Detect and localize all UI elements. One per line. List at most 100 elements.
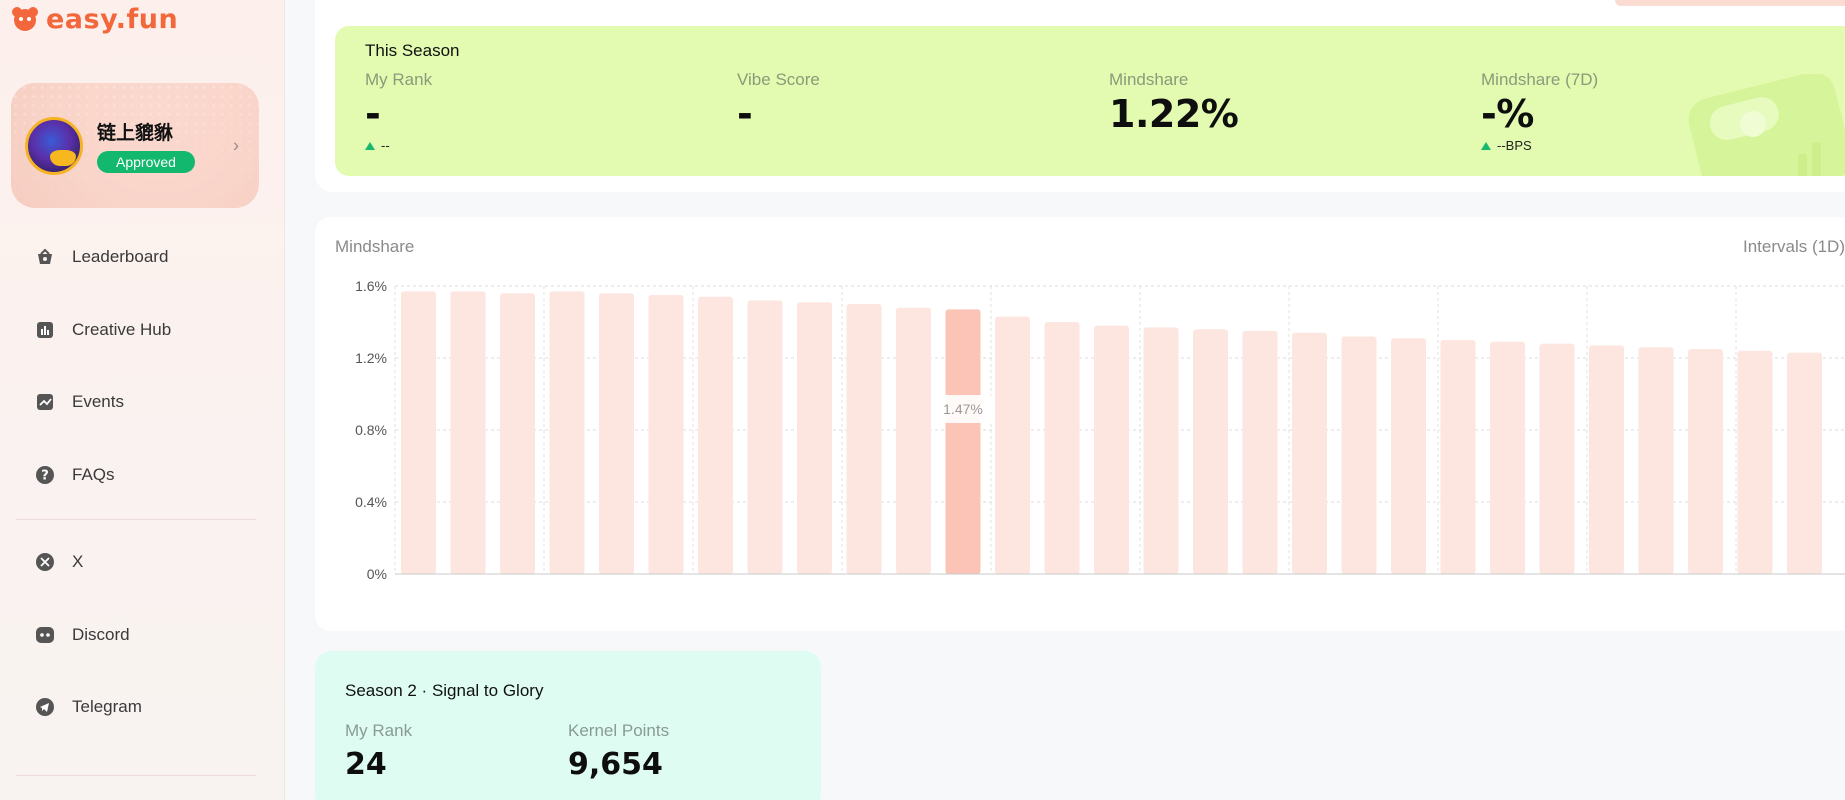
sidebar-item-telegram[interactable]: Telegram — [34, 692, 142, 722]
main-content: This Season My Rank - -- Vibe Score - Mi… — [285, 0, 1845, 800]
bar-chart-icon — [34, 319, 56, 341]
season-2-card: Season 2 · Signal to Glory My Rank 24 Ke… — [315, 651, 821, 800]
stat-delta: -- — [365, 138, 432, 153]
brand-name: easy.fun — [46, 3, 179, 35]
stat-value: 24 — [345, 747, 387, 782]
sidebar-item-label: Discord — [72, 625, 130, 644]
bar — [1193, 329, 1228, 574]
bar — [401, 291, 436, 574]
stat-value: - — [365, 92, 381, 136]
profile-name: 链上貔貅 — [97, 122, 174, 144]
y-tick-label: 0.4% — [355, 494, 387, 510]
sidebar-item-creative-hub[interactable]: Creative Hub — [34, 315, 171, 345]
wallet-graphic-icon — [1688, 74, 1845, 176]
basket-icon — [34, 246, 56, 268]
bar — [1688, 349, 1723, 574]
season-2-title: Season 2 · Signal to Glory — [345, 681, 544, 700]
bar — [549, 291, 585, 574]
stat-value: -% — [1481, 92, 1534, 136]
delta-value: --BPS — [1497, 138, 1532, 153]
sidebar-item-label: Creative Hub — [72, 320, 172, 339]
s2-stat-my-rank: My Rank 24 — [345, 721, 412, 782]
bar — [1391, 338, 1426, 574]
discord-icon — [34, 624, 56, 646]
sidebar-item-label: Events — [72, 392, 124, 411]
mindshare-bar-chart: 0% 0.4% 0.8% 1.2% 1.6% 1.47% — [355, 278, 1845, 582]
interval-selector[interactable]: Intervals (1D) — [1742, 237, 1845, 256]
profile-card[interactable]: 链上貔貅 Approved › — [11, 83, 259, 208]
bar-highlighted — [945, 309, 981, 574]
sidebar-item-label: Leaderboard — [72, 247, 169, 266]
telegram-icon — [34, 696, 56, 718]
y-tick-label: 0% — [367, 566, 387, 582]
stat-label: Kernel Points — [568, 721, 670, 740]
stat-label: My Rank — [365, 70, 433, 89]
bar — [1094, 325, 1129, 574]
stat-label: My Rank — [345, 721, 413, 740]
bar — [1341, 336, 1377, 574]
stat-label: Mindshare — [1109, 70, 1189, 89]
y-tick-label: 0.8% — [355, 422, 387, 438]
bar — [1490, 341, 1525, 574]
stat-label: Vibe Score — [737, 70, 820, 89]
sidebar: easy.fun 链上貔貅 Approved › Leaderboard Cre… — [0, 0, 285, 800]
bar — [1044, 322, 1080, 574]
brand-logo[interactable]: easy.fun — [10, 2, 178, 36]
sidebar-item-label: FAQs — [72, 465, 115, 484]
stat-mindshare: Mindshare 1.22% — [1109, 70, 1239, 136]
stat-value: - — [737, 92, 753, 136]
sidebar-item-faqs[interactable]: ? FAQs — [34, 460, 115, 490]
bar — [1787, 352, 1822, 574]
bar — [1440, 340, 1476, 574]
logo-icon — [12, 7, 38, 31]
bar — [1737, 350, 1773, 574]
bar — [846, 304, 882, 574]
delta-value: -- — [381, 138, 390, 153]
y-tick-label: 1.2% — [355, 350, 387, 366]
avatar — [25, 116, 83, 175]
bar — [599, 293, 634, 574]
bar — [1242, 331, 1278, 574]
bar — [896, 307, 931, 574]
sidebar-item-x[interactable]: X — [34, 547, 83, 577]
mindshare-chart-card: Mindshare Intervals (1D) 0% 0.4% 0.8% 1.2% 1… — [315, 217, 1845, 631]
top-accent — [1615, 0, 1845, 6]
bar — [500, 293, 535, 574]
bar — [747, 300, 783, 574]
bar — [1638, 347, 1674, 574]
sidebar-item-discord[interactable]: Discord — [34, 620, 130, 650]
stat-value: 9,654 — [568, 747, 663, 782]
bar — [1589, 345, 1624, 574]
status-badge: Approved — [97, 151, 195, 173]
bar — [1292, 332, 1327, 574]
sidebar-item-label: X — [72, 552, 84, 571]
bar — [450, 291, 486, 574]
arrow-up-icon — [365, 141, 375, 150]
stat-vibe-score: Vibe Score - — [737, 70, 820, 136]
bar — [648, 295, 684, 574]
arrow-up-icon — [1481, 141, 1491, 150]
stat-label: Mindshare (7D) — [1481, 70, 1599, 89]
bar — [1143, 327, 1179, 574]
bar — [797, 302, 832, 574]
season-title: This Season — [365, 41, 460, 60]
sidebar-item-leaderboard[interactable]: Leaderboard — [34, 242, 168, 272]
bar-value-label: 1.47% — [943, 401, 983, 417]
stat-value: 1.22% — [1109, 92, 1239, 136]
nav-divider — [16, 775, 256, 776]
trend-icon — [34, 391, 56, 413]
this-season-card: This Season My Rank - -- Vibe Score - Mi… — [335, 26, 1845, 176]
sidebar-item-label: Telegram — [72, 697, 142, 716]
bar — [1539, 343, 1575, 574]
stat-mindshare-7d: Mindshare (7D) -% --BPS — [1481, 70, 1598, 153]
tooltip-bg — [933, 395, 993, 423]
sidebar-item-events[interactable]: Events — [34, 387, 124, 417]
x-icon — [34, 551, 56, 573]
bar — [995, 316, 1030, 574]
nav-divider — [16, 519, 256, 520]
question-icon: ? — [34, 464, 56, 486]
chevron-right-icon[interactable]: › — [233, 135, 239, 155]
bar — [698, 296, 733, 574]
s2-stat-kernel-points: Kernel Points 9,654 — [568, 721, 669, 782]
stat-delta: --BPS — [1481, 138, 1598, 153]
